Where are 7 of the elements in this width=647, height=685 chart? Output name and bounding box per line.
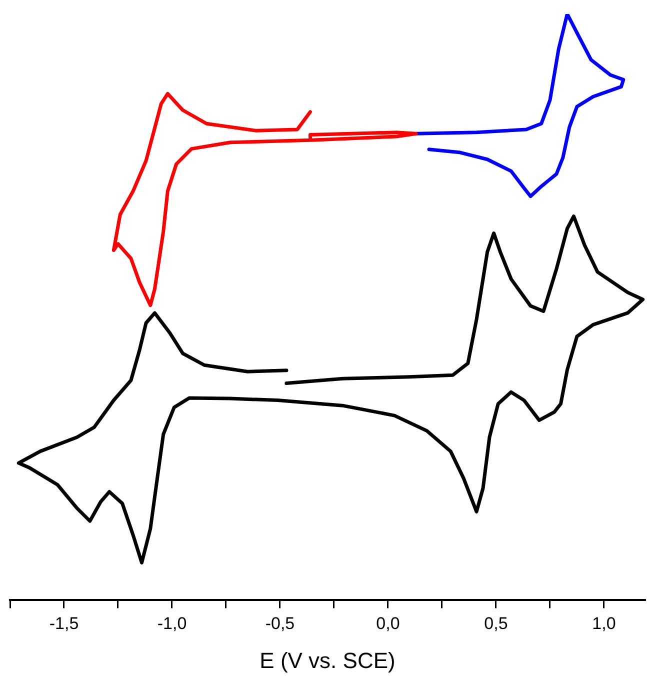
- x-tick-label: 0,5: [484, 614, 508, 634]
- x-tick-label: 0,0: [376, 614, 400, 634]
- x-tick-label: -1,0: [157, 614, 187, 634]
- x-axis-title: E (V vs. SCE): [260, 648, 396, 673]
- x-tick-label: -1,5: [49, 614, 79, 634]
- x-tick-label: 1,0: [592, 614, 616, 634]
- x-tick-label: -0,5: [265, 614, 295, 634]
